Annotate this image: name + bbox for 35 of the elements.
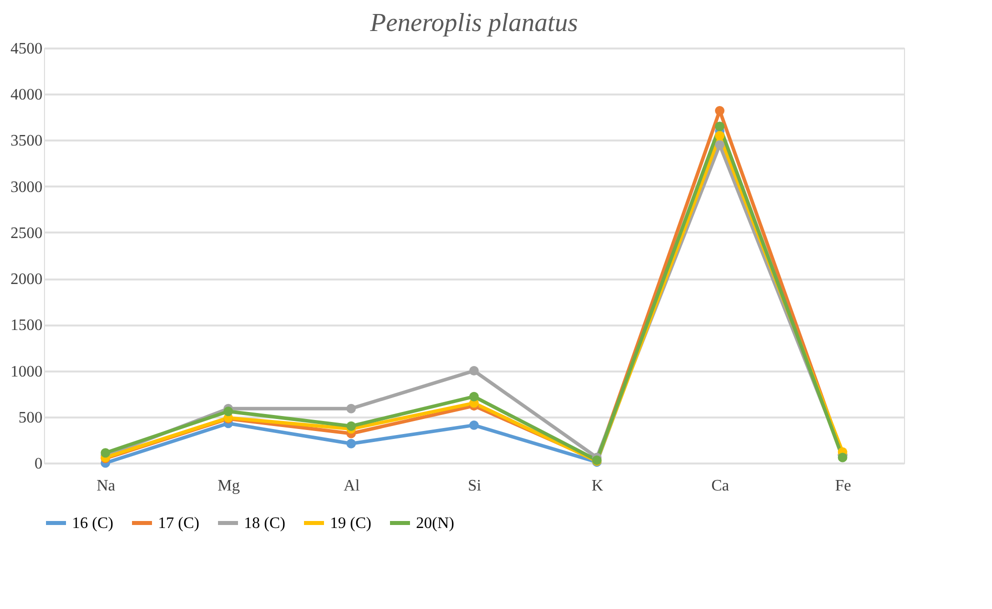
x-tick-label: K (592, 478, 604, 494)
point (714, 130, 724, 140)
point (714, 106, 724, 116)
point (714, 122, 724, 132)
x-tick-label: Na (96, 478, 116, 494)
y-tick-label: 3000 (10, 178, 42, 196)
point (346, 404, 356, 414)
x-tick-label: Al (344, 478, 360, 494)
point (346, 421, 356, 431)
point (469, 366, 479, 376)
point (714, 140, 724, 150)
point (224, 406, 234, 416)
point (346, 438, 356, 448)
x-tick-label: Ca (711, 478, 730, 494)
y-tick-label: 1000 (10, 363, 42, 380)
y-tick-label: 4000 (10, 86, 42, 104)
x-tick-label: Fe (835, 478, 852, 494)
y-tick-label: 0 (34, 456, 42, 472)
y-tick-label: 2000 (10, 271, 42, 288)
y-tick-label: 4500 (10, 40, 42, 58)
legend-label: 20(N) (416, 515, 454, 532)
legend-label: 19 (C) (330, 515, 372, 532)
x-tick-label: Mg (218, 478, 240, 494)
legend-label: 16 (C) (72, 515, 114, 532)
y-tick-label: 2500 (10, 224, 42, 242)
legend-label: 17 (C) (158, 515, 200, 532)
x-tick-label: Si (468, 478, 482, 494)
chart-title: Peneroplis planatus (369, 8, 578, 37)
y-tick-label: 500 (18, 409, 42, 426)
point (469, 420, 479, 430)
legend-label: 18 (C) (244, 515, 286, 532)
y-tick-label: 3500 (10, 132, 42, 150)
point (469, 392, 479, 402)
y-tick-label: 1500 (10, 317, 42, 334)
point (100, 448, 110, 458)
